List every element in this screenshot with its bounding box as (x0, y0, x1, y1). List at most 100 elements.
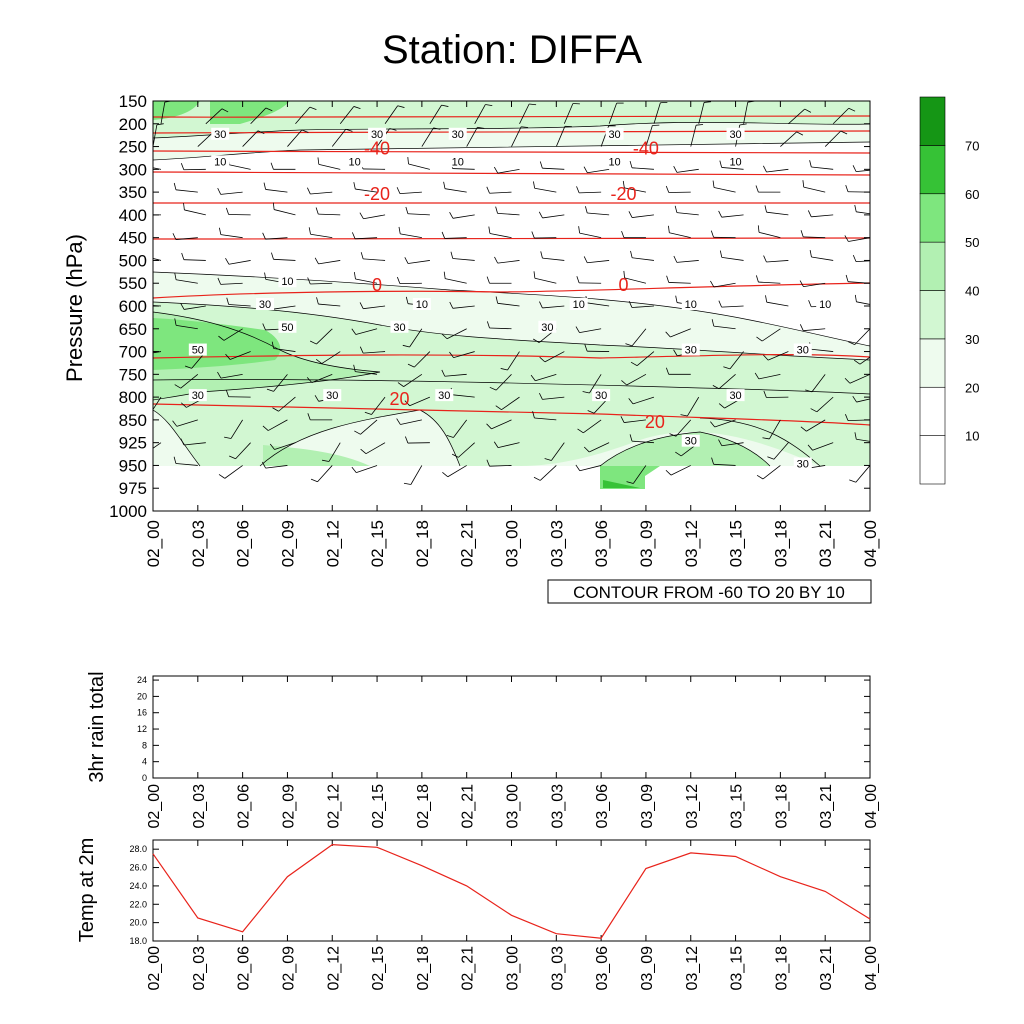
wind-barb-flag (540, 251, 543, 259)
wind-barb-flag (229, 455, 236, 460)
wind-barb (228, 260, 251, 265)
rh-contour-label: 10 (349, 156, 361, 168)
wind-barb-flag (533, 476, 541, 481)
wind-barb-flag (262, 323, 266, 331)
wind-barb-flag (718, 439, 723, 446)
wind-barb (587, 168, 610, 174)
wind-barb-flag (630, 361, 638, 367)
rh-label-bg (368, 127, 387, 140)
temperature-contour-labels: -40 -40 -20 -20 0 0 20 20 (364, 139, 665, 432)
colorbar-label: 10 (965, 429, 979, 444)
wind-barb-flag (711, 457, 714, 465)
wind-barb (444, 373, 467, 377)
wind-barb (608, 102, 618, 124)
wind-barb (631, 440, 654, 444)
x-tick-label: 03_09 (637, 520, 656, 567)
wind-barb (497, 168, 520, 174)
wind-barb (223, 328, 243, 341)
wind-barb (803, 186, 826, 193)
wind-barb-flag (156, 123, 164, 126)
wind-barb-flag (214, 86, 220, 89)
wind-barb-flag (802, 180, 805, 188)
wind-barb-flag (500, 368, 508, 371)
wind-barb (355, 188, 378, 193)
rh-contour-label: 30 (729, 390, 741, 402)
x-tick-label: 03_12 (684, 784, 701, 829)
wind-barb (497, 212, 520, 216)
wind-barb-flag (538, 211, 543, 219)
wind-barb-flag (477, 126, 485, 129)
wind-barb (535, 373, 557, 382)
wind-barb (806, 419, 826, 432)
wind-barb (766, 168, 789, 173)
rh-label-bg (345, 155, 364, 168)
wind-barb-flag (805, 389, 813, 393)
wind-barb (825, 101, 826, 102)
wind-barb (429, 104, 442, 124)
rh-label-bg (681, 434, 700, 447)
x-tick-label: 03_15 (729, 784, 746, 829)
wind-barb (489, 327, 512, 330)
rh-contour-labels: 30 30 30 30 30 10 10 10 10 10 10 10 10 10 10 30 50 30 30 50… (188, 127, 835, 470)
wind-barb-flag (404, 436, 409, 444)
wind-barb (363, 258, 386, 261)
wind-barb-flag (224, 436, 232, 439)
wind-barb (631, 328, 647, 347)
wind-barb (766, 211, 789, 216)
wind-barb (624, 419, 646, 423)
y-tick-label: 850 (119, 411, 147, 430)
wind-barb (848, 237, 870, 242)
temp2m-series-line (152, 843, 871, 939)
wind-barb-flag (218, 335, 225, 341)
wind-barb-flag (739, 123, 747, 126)
wind-barb-flag (172, 420, 178, 427)
wind-barb-flag (266, 388, 274, 392)
wind-barb-flag (669, 433, 677, 437)
temperature-contour-label: -20 (364, 184, 390, 204)
y-tick-label: 20.0 (129, 918, 147, 928)
wind-barb (153, 258, 162, 261)
wind-barb (489, 191, 512, 194)
wind-barb (360, 419, 378, 435)
wind-barb (452, 258, 475, 261)
wind-barb-flag (852, 165, 857, 172)
wind-barb-flag (271, 252, 274, 260)
x-tick-label: 04_00 (861, 520, 880, 567)
wind-barb-flag (718, 210, 723, 218)
x-tick-label: 03_00 (505, 784, 522, 829)
wind-barb (444, 237, 467, 239)
wind-barb-flag (441, 369, 446, 377)
wind-barb (466, 101, 468, 102)
wind-barb (812, 442, 834, 451)
wind-barb-flag (404, 257, 409, 264)
wind-barb (176, 419, 198, 427)
wind-barb-flag (533, 338, 540, 343)
wind-barb-flag (625, 343, 633, 347)
wind-barb-flag (696, 79, 703, 80)
wind-barb (318, 260, 341, 265)
wind-barb (631, 167, 654, 170)
wind-barb-flag (575, 464, 581, 471)
wind-barb-flag (314, 395, 319, 402)
x-tick-label: 03_03 (549, 946, 566, 991)
wind-barb (184, 305, 206, 310)
wind-barb (587, 302, 610, 307)
wind-barb-flag (845, 274, 849, 282)
wind-barb-flag (218, 227, 222, 235)
wind-barb-flag (180, 303, 185, 310)
wind-barb-flag (180, 402, 187, 408)
wind-barb-flag (809, 250, 812, 258)
wind-barb-flag (486, 321, 490, 329)
y-tick-label: 24 (137, 675, 147, 685)
wind-barb (762, 465, 781, 480)
wind-barb-flag (262, 425, 269, 431)
wind-barb (668, 282, 691, 284)
x-tick-label: 03_15 (727, 520, 746, 567)
wind-barb (363, 214, 386, 220)
colorbar-swatch (919, 145, 946, 195)
wind-barb (355, 278, 378, 284)
wind-barb-flag (764, 205, 767, 213)
wind-barb (670, 328, 691, 338)
wind-barb-flag (174, 272, 177, 280)
rh-shade-low-band (263, 445, 370, 466)
